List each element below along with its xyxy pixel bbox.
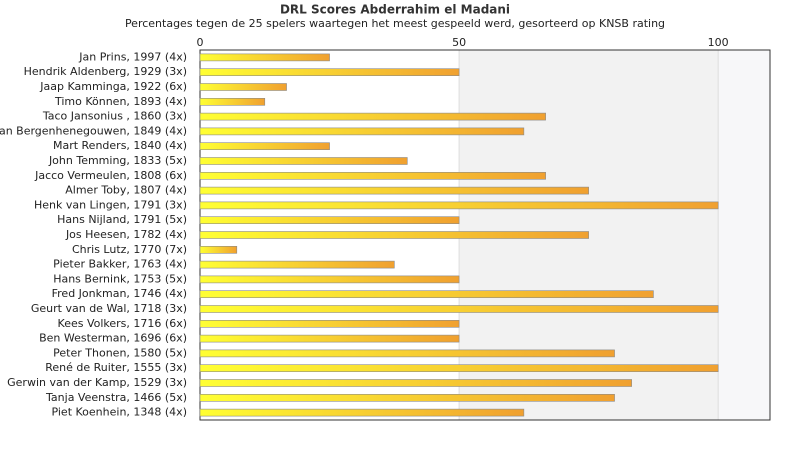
- bar: [199, 231, 589, 239]
- bar: [199, 379, 632, 387]
- y-tick-label: Henk van Lingen, 1791 (3x): [34, 198, 187, 211]
- bar: [199, 364, 719, 373]
- y-tick-label: Tanja Veenstra, 1466 (5x): [45, 391, 187, 404]
- bar: [199, 290, 654, 299]
- y-tick-label: Hans Nijland, 1791 (5x): [57, 213, 187, 226]
- bar: [199, 305, 719, 313]
- y-tick-label: René de Ruiter, 1555 (3x): [45, 361, 187, 374]
- chart-subtitle: Percentages tegen de 25 spelers waartege…: [125, 17, 665, 30]
- bar: [199, 408, 525, 417]
- y-tick-label: Jacco Vermeulen, 1808 (6x): [34, 169, 187, 182]
- y-tick-label: Almer Toby, 1807 (4x): [65, 184, 187, 197]
- chart-title: DRL Scores Abderrahim el Madani: [280, 3, 510, 17]
- y-tick-label: Jos Heesen, 1782 (4x): [65, 228, 187, 241]
- bar: [199, 334, 460, 343]
- y-tick-label: Geurt van de Wal, 1718 (3x): [31, 302, 187, 315]
- bar: [199, 393, 615, 402]
- bar: [199, 319, 460, 328]
- x-tick-label: 0: [197, 36, 204, 49]
- y-tick-label: Hendrik Aldenberg, 1929 (3x): [24, 65, 187, 78]
- y-tick-label: John Temming, 1833 (5x): [48, 154, 187, 167]
- plot-band: [718, 50, 770, 420]
- y-tick-label: Gerwin van der Kamp, 1529 (3x): [7, 376, 187, 389]
- y-tick-label: Piet Koenhein, 1348 (4x): [51, 406, 187, 419]
- bar: [199, 112, 546, 121]
- y-tick-label: Pieter Bakker, 1763 (4x): [53, 258, 187, 271]
- y-tick-label: Timo Können, 1893 (4x): [54, 95, 187, 108]
- x-tick-label: 100: [708, 36, 729, 49]
- y-tick-label: Ben Westerman, 1696 (6x): [39, 332, 187, 345]
- bar: [199, 157, 408, 165]
- bar: [199, 260, 395, 269]
- bar: [199, 246, 238, 254]
- bar: [199, 349, 615, 358]
- bar: [199, 127, 525, 136]
- y-tick-label: Kees Volkers, 1716 (6x): [58, 317, 187, 330]
- bar: [199, 186, 589, 195]
- y-tick-label: van Bergenhenegouwen, 1849 (4x): [0, 124, 187, 137]
- bar: [199, 83, 287, 91]
- bar: [199, 68, 460, 76]
- y-tick-label: Chris Lutz, 1770 (7x): [72, 243, 187, 256]
- bar: [199, 98, 266, 106]
- bar: [199, 53, 330, 62]
- bar: [199, 172, 546, 180]
- y-tick-label: Taco Jansonius , 1860 (3x): [42, 110, 187, 123]
- bar: [199, 275, 460, 284]
- bar: [199, 216, 460, 224]
- y-tick-label: Jaap Kamminga, 1922 (6x): [39, 80, 187, 93]
- x-tick-label: 50: [452, 36, 466, 49]
- y-tick-label: Peter Thonen, 1580 (5x): [53, 346, 187, 359]
- y-tick-label: Hans Bernink, 1753 (5x): [53, 272, 187, 285]
- y-tick-label: Fred Jonkman, 1746 (4x): [52, 287, 187, 300]
- y-tick-label: Jan Prins, 1997 (4x): [78, 50, 187, 63]
- y-tick-label: Mart Renders, 1840 (4x): [53, 139, 187, 152]
- bar: [199, 201, 719, 210]
- bar: [199, 142, 330, 150]
